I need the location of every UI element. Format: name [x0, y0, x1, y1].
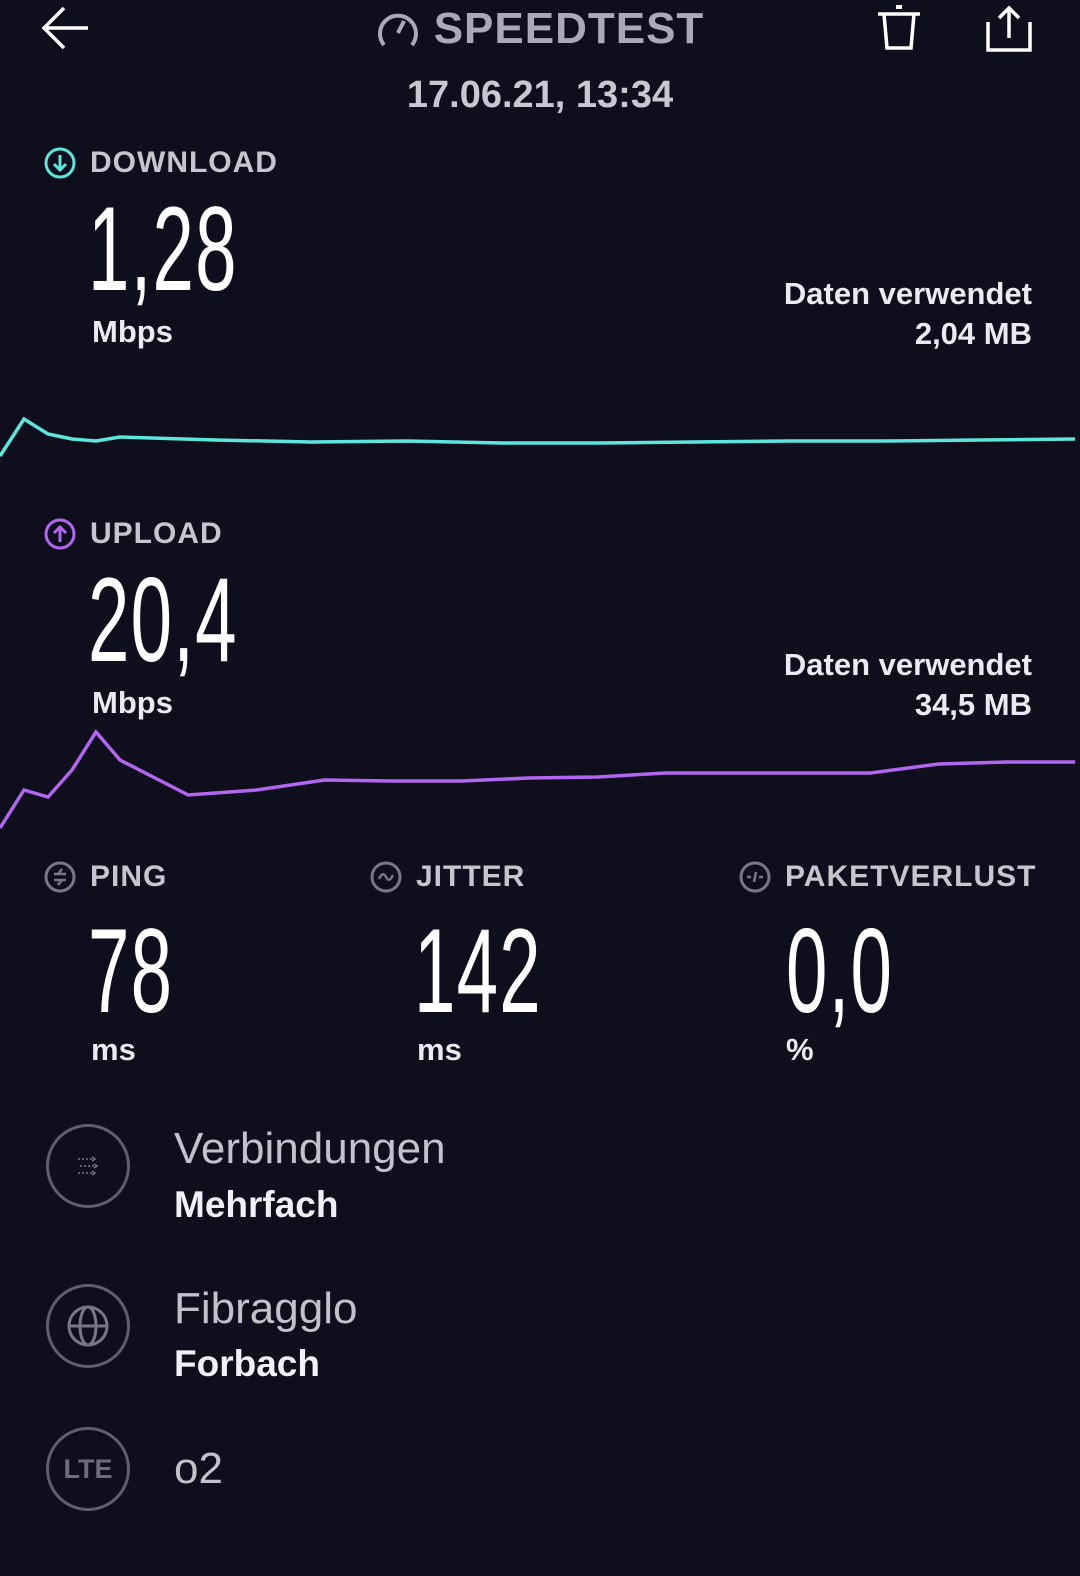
- upload-arrow-icon: [44, 518, 76, 550]
- back-button[interactable]: [40, 4, 92, 57]
- app-title: SPEEDTEST: [0, 4, 1080, 54]
- connections-icon-circle: [46, 1124, 130, 1208]
- download-arrow-icon: [44, 147, 76, 179]
- jitter-icon: [370, 861, 402, 893]
- upload-graph-line: [0, 729, 1075, 829]
- upload-graph: [0, 729, 1075, 829]
- provider-name: o2: [174, 1444, 223, 1493]
- lte-icon: LTE: [46, 1427, 130, 1511]
- server-name: Fibragglo: [174, 1284, 358, 1333]
- server-location: Forbach: [174, 1343, 320, 1384]
- test-date: 17.06.21, 13:34: [406, 74, 674, 116]
- connections-title: Verbindungen: [174, 1124, 446, 1173]
- globe-icon: [67, 1305, 109, 1347]
- speedometer-icon: [377, 13, 418, 47]
- download-graph: [0, 416, 1076, 457]
- download-data-used: Daten verwendet 2,04 MB: [783, 276, 1032, 351]
- trash-icon: [878, 5, 920, 50]
- upload-unit: Mbps: [92, 685, 173, 720]
- arrow-left-icon: [41, 6, 88, 50]
- download-unit: Mbps: [92, 314, 173, 349]
- metric-ping: PING 78 ms: [44, 860, 225, 1068]
- upload-data-used: Daten verwendet 34,5 MB: [783, 647, 1032, 722]
- ping-icon: [44, 861, 76, 893]
- download-graph-line: [0, 416, 1076, 457]
- packet-loss-icon: [739, 861, 771, 893]
- connections-icon: [78, 1156, 99, 1176]
- metric-jitter: JITTER 142 ms: [370, 860, 620, 1068]
- upload-value: 20,4: [88, 553, 238, 687]
- connections-value: Mehrfach: [174, 1184, 339, 1225]
- upload-label: UPLOAD: [44, 517, 223, 551]
- download-value: 1,28: [88, 182, 238, 316]
- share-icon: [986, 5, 1032, 52]
- download-label: DOWNLOAD: [44, 146, 278, 180]
- share-button[interactable]: [984, 4, 1034, 57]
- metric-packet-loss: PAKETVERLUST 0,0 %: [739, 860, 1036, 1068]
- server-icon-circle[interactable]: [46, 1284, 130, 1368]
- delete-button[interactable]: [876, 4, 922, 57]
